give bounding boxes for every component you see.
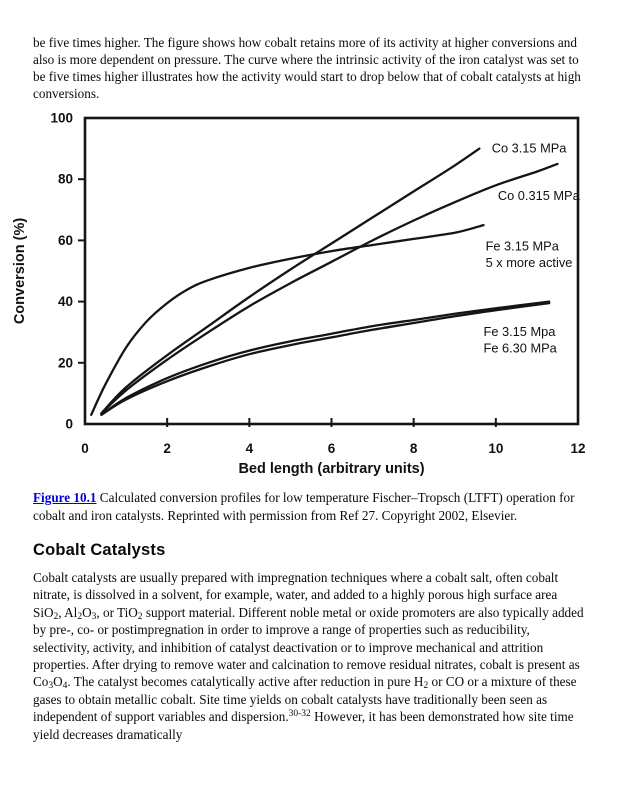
y-tick-label: 100 xyxy=(50,112,73,126)
figure-10-1-link[interactable]: Figure 10.1 xyxy=(33,490,97,505)
y-axis-title: Conversion (%) xyxy=(12,218,28,325)
curve-label: Co 0.315 MPa xyxy=(498,188,581,203)
plot-frame xyxy=(83,116,580,426)
x-axis-title: Bed length (arbitrary units) xyxy=(238,461,424,477)
y-tick-label: 40 xyxy=(58,294,73,309)
x-tick-label: 2 xyxy=(163,441,171,456)
conversion-chart-svg: 0 2 4 6 8 10 12 0 20 40 60 80 100 Bed length (arbitra… xyxy=(12,111,586,478)
series-fe-3-15-mpa xyxy=(100,300,551,416)
series-fe-3-15-mpa-5-x-more-active xyxy=(90,223,485,416)
curve-label: Co 3.15 MPa xyxy=(492,141,568,156)
x-tick-label: 6 xyxy=(328,441,336,456)
figure-caption: Figure 10.1 Calculated conversion profil… xyxy=(33,489,587,524)
x-tick-label: 0 xyxy=(81,441,89,456)
y-tick-label: 20 xyxy=(58,355,73,370)
series-co-0-315-mpa xyxy=(100,162,559,415)
x-tick-label: 8 xyxy=(410,441,418,456)
body-paragraph: Cobalt catalysts are usually prepared wi… xyxy=(33,570,584,742)
intro-paragraph: be five times higher. The figure shows h… xyxy=(33,35,581,101)
series-fe-6-30-mpa xyxy=(100,301,551,416)
series-co-3-15-mpa xyxy=(100,147,481,415)
figure-caption-text: Calculated conversion profiles for low t… xyxy=(33,490,575,523)
y-tick-label: 0 xyxy=(65,417,73,432)
x-tick-label: 12 xyxy=(570,441,585,456)
x-tick-label: 4 xyxy=(246,441,254,456)
figure-10-1-chart: 0 2 4 6 8 10 12 0 20 40 60 80 100 Bed length (arbitra… xyxy=(8,111,608,480)
y-tick-label: 60 xyxy=(58,233,73,248)
x-tick-label: 10 xyxy=(488,441,503,456)
section-heading: Cobalt Catalysts xyxy=(33,541,166,559)
curve-label: Fe 3.15 Mpa Fe 6.30 MPa xyxy=(484,324,558,356)
y-tick-label: 80 xyxy=(58,172,73,187)
curve-label: Fe 3.15 MPa 5 x more active xyxy=(486,239,573,271)
